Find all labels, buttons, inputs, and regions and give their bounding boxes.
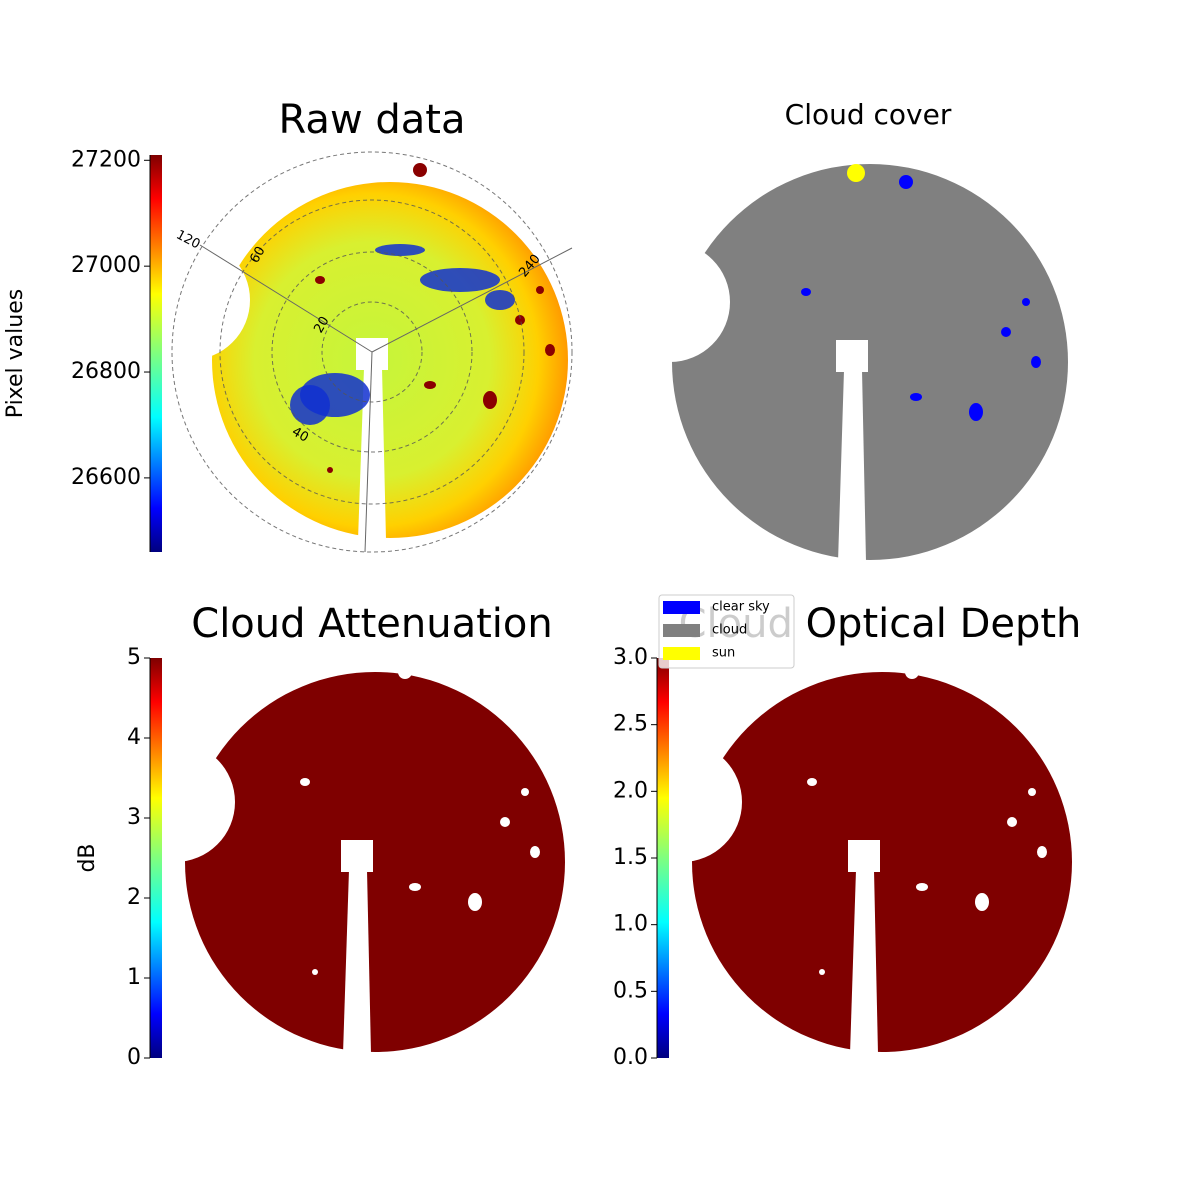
colorbar-tick-label: 5 <box>127 645 141 670</box>
mast-mask <box>836 340 868 372</box>
sky-disk <box>212 182 568 538</box>
mast-mask <box>341 840 373 872</box>
clear-spot <box>1037 846 1047 858</box>
polar-ring <box>219 199 525 505</box>
cloud-free-patch <box>290 385 330 425</box>
polar-spoke <box>371 247 573 353</box>
colorbar-tick-label: 1 <box>127 965 141 990</box>
dark-spot <box>327 467 333 473</box>
panel-title: Cloud Attenuation <box>191 601 552 647</box>
colorbar-tick-label: 1.5 <box>613 845 648 870</box>
clear-spot <box>975 893 989 911</box>
clear-spot <box>500 817 510 827</box>
polar-ring <box>271 251 473 453</box>
cloud-free-patch <box>420 268 500 292</box>
dark-spot <box>424 381 436 389</box>
colorbar-tick-label: 3.0 <box>613 645 648 670</box>
clear-sky-patch <box>1001 327 1011 337</box>
polar-label: 40 <box>289 424 311 445</box>
clear-spot <box>312 969 318 975</box>
colorbar-tick-label: 4 <box>127 725 141 750</box>
colorbar-tick-label: 2.0 <box>613 778 648 803</box>
clear-spot <box>1007 817 1017 827</box>
sky-disk <box>692 672 1072 1052</box>
clear-spot <box>819 969 825 975</box>
colorbar-tick-label: 26600 <box>71 465 141 490</box>
clear-sky-patch <box>1022 298 1030 306</box>
colorbar-tick-label: 3 <box>127 805 141 830</box>
sky-image <box>610 164 1068 562</box>
clear-spot <box>905 665 919 679</box>
colorbar-tick-label: 0.5 <box>613 978 648 1003</box>
dark-spot <box>545 344 555 356</box>
legend-swatch <box>663 647 700 660</box>
dark-spot <box>536 286 544 294</box>
cloud-free-patch <box>485 290 515 310</box>
colorbar <box>150 155 162 552</box>
colorbar-tick-label: 1.0 <box>613 912 648 937</box>
dark-spot <box>515 315 525 325</box>
colorbar-tick-label: 2 <box>127 885 141 910</box>
mast-mask <box>850 870 878 1054</box>
polar-ring <box>321 301 423 403</box>
clear-spot <box>398 665 412 679</box>
legend-swatch <box>663 624 700 637</box>
horizon-mask <box>610 242 730 362</box>
sky-image <box>622 665 1072 1054</box>
horizon-mask <box>130 240 250 360</box>
colorbar-tick-label: 27000 <box>71 253 141 278</box>
clear-sky-patch <box>801 288 811 296</box>
clear-sky-patch <box>899 175 913 189</box>
polar-spoke <box>199 244 373 353</box>
dark-spot <box>413 163 427 177</box>
sky-disk <box>672 164 1068 560</box>
mast-mask <box>838 370 866 562</box>
dark-spot <box>315 276 325 284</box>
sun <box>847 164 865 182</box>
clear-sky-patch <box>1031 356 1041 368</box>
polar-spoke <box>364 351 373 553</box>
panel-title: Raw data <box>279 97 466 143</box>
colorbar-label: Pixel values <box>3 289 28 418</box>
colorbar-tick-label: 26800 <box>71 359 141 384</box>
polar-label: 20 <box>311 314 332 336</box>
horizon-mask <box>622 742 742 862</box>
clear-spot <box>530 846 540 858</box>
legend-label: clear sky <box>712 600 770 615</box>
colorbar-tick-label: 0.0 <box>613 1045 648 1070</box>
clear-spot <box>300 778 310 786</box>
mast-mask <box>358 368 386 540</box>
sky-disk <box>185 672 565 1052</box>
colorbar-label: dB <box>75 843 100 872</box>
clear-spot <box>409 883 421 891</box>
clear-spot <box>807 778 817 786</box>
clear-spot <box>1028 788 1036 796</box>
legend: clear sky cloud sun <box>658 594 795 669</box>
polar-label: 60 <box>247 244 268 266</box>
sky-image <box>115 665 565 1054</box>
clear-sky-patch <box>910 393 922 401</box>
colorbar-tick-label: 27200 <box>71 147 141 172</box>
mast-mask <box>848 840 880 872</box>
clear-spot <box>468 893 482 911</box>
legend-swatch <box>663 601 700 614</box>
colorbar-tick-label: 0 <box>127 1045 141 1070</box>
dark-spot <box>483 391 497 409</box>
mast-mask <box>343 870 371 1054</box>
clear-spot <box>521 788 529 796</box>
horizon-mask <box>115 742 235 862</box>
legend-label: cloud <box>712 623 747 638</box>
polar-ring <box>171 151 573 553</box>
cloud-free-patch <box>375 244 425 256</box>
colorbar <box>657 658 669 1058</box>
clear-sky-patch <box>969 403 983 421</box>
colorbar <box>150 658 162 1058</box>
clear-spot <box>916 883 928 891</box>
colorbar-tick-label: 2.5 <box>613 712 648 737</box>
legend-label: sun <box>712 646 735 661</box>
panel-title: Cloud cover <box>785 98 952 131</box>
